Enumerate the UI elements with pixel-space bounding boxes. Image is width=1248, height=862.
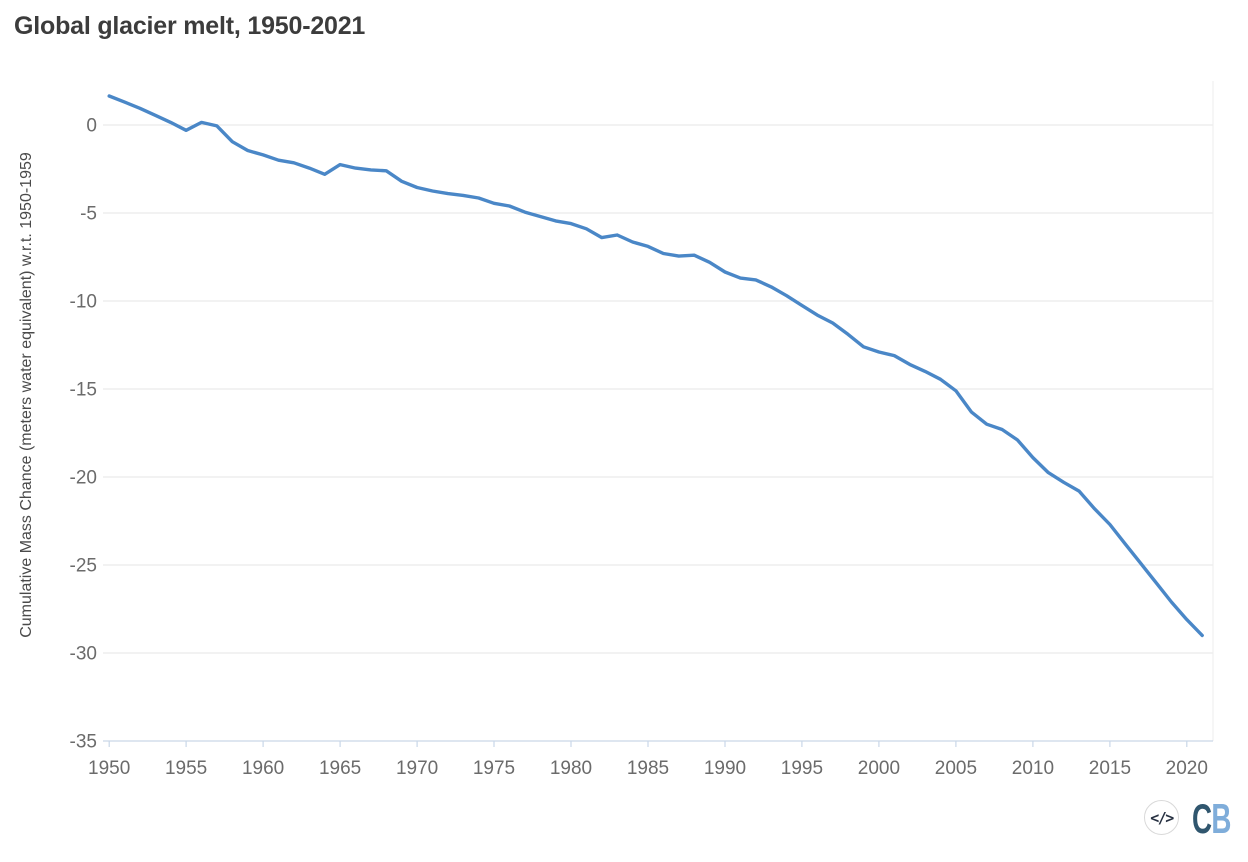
- y-tick-label: -35: [70, 732, 97, 753]
- logo-letter-b: B: [1211, 795, 1231, 842]
- x-tick-label: 1980: [550, 758, 592, 779]
- x-tick-label: 2010: [1012, 758, 1054, 779]
- x-tick-label: 1970: [396, 758, 438, 779]
- y-tick-label: -5: [80, 204, 97, 225]
- x-tick-label: 1985: [627, 758, 669, 779]
- x-tick-label: 1975: [473, 758, 515, 779]
- x-tick-label: 2005: [935, 758, 977, 779]
- y-tick-label: -30: [70, 644, 97, 665]
- y-tick-label: -15: [70, 380, 97, 401]
- x-tick-label: 2015: [1089, 758, 1131, 779]
- x-tick-label: 2000: [858, 758, 900, 779]
- y-tick-label: -20: [70, 468, 97, 489]
- y-tick-label: -10: [70, 292, 97, 313]
- y-tick-label: 0: [86, 116, 97, 137]
- glacier-melt-line: [107, 94, 1204, 638]
- x-tick-label: 2020: [1166, 758, 1208, 779]
- x-tick-label: 1990: [704, 758, 746, 779]
- x-tick-label: 1995: [781, 758, 823, 779]
- logo-letter-c: C: [1192, 795, 1212, 842]
- x-tick-label: 1950: [88, 758, 130, 779]
- code-icon: </>: [1150, 808, 1174, 827]
- x-tick-label: 1960: [242, 758, 284, 779]
- carbonbrief-logo: C B: [1192, 795, 1231, 842]
- y-tick-label: -25: [70, 556, 97, 577]
- embed-code-button[interactable]: </>: [1144, 800, 1179, 835]
- x-tick-label: 1955: [165, 758, 207, 779]
- chart-title: Global glacier melt, 1950-2021: [14, 12, 366, 40]
- x-tick-label: 1965: [319, 758, 361, 779]
